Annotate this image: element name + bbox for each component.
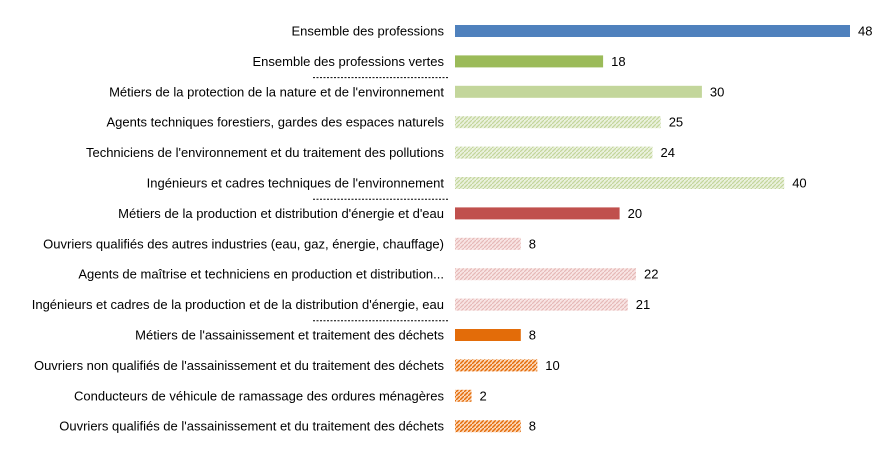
category-label: Ouvriers non qualifiés de l'assainisseme…: [34, 358, 445, 373]
bar-4: [455, 116, 661, 129]
category-label: Ingénieurs et cadres de la production et…: [32, 297, 444, 312]
category-label: Métiers de la production et distribution…: [118, 206, 444, 221]
value-label: 20: [628, 206, 642, 221]
value-label: 25: [669, 115, 683, 130]
bar-13: [455, 389, 472, 402]
category-label: Ensemble des professions: [292, 24, 445, 39]
bar-2: [455, 55, 604, 68]
bar-6: [455, 177, 785, 189]
bar-10: [455, 298, 628, 311]
category-label: Ingénieurs et cadres techniques de l'env…: [147, 176, 445, 191]
value-label: 48: [858, 24, 872, 39]
bars: [455, 25, 850, 433]
bar-11: [455, 329, 521, 341]
bar-5: [455, 146, 653, 159]
category-label: Ouvriers qualifiés des autres industries…: [43, 236, 444, 251]
value-label: 22: [644, 267, 658, 282]
bar-3: [455, 85, 702, 98]
value-label: 21: [636, 297, 650, 312]
value-label: 8: [529, 419, 536, 434]
value-labels: 48 18 30 25 24 40 20 8 22 21 8 10 2 8: [480, 24, 873, 434]
value-label: 8: [529, 236, 536, 251]
bar-1: [455, 25, 850, 37]
value-label: 8: [529, 328, 536, 343]
bar-14: [455, 420, 521, 433]
category-label: Techniciens de l'environnement et du tra…: [86, 145, 445, 160]
bar-7: [455, 207, 620, 220]
value-label: 24: [661, 145, 675, 160]
value-label: 30: [710, 84, 724, 99]
category-label: Conducteurs de véhicule de ramassage des…: [74, 388, 444, 403]
value-label: 18: [611, 54, 625, 69]
value-label: 10: [545, 358, 559, 373]
value-label: 40: [792, 176, 806, 191]
bar-8: [455, 237, 521, 250]
bar-12: [455, 359, 538, 372]
group-separators: [313, 77, 449, 322]
category-label: Ensemble des professions vertes: [253, 54, 445, 69]
category-labels: Ensemble des professions Ensemble des pro…: [32, 24, 445, 434]
value-label: 2: [480, 388, 487, 403]
category-label: Métiers de l'assainissement et traitemen…: [135, 328, 444, 343]
bar-9: [455, 268, 636, 281]
category-label: Ouvriers qualifiés de l'assainissement e…: [59, 419, 444, 434]
category-label: Agents techniques forestiers, gardes des…: [107, 115, 445, 130]
category-label: Agents de maîtrise et techniciens en pro…: [78, 267, 444, 282]
category-label: Métiers de la protection de la nature et…: [109, 84, 444, 99]
